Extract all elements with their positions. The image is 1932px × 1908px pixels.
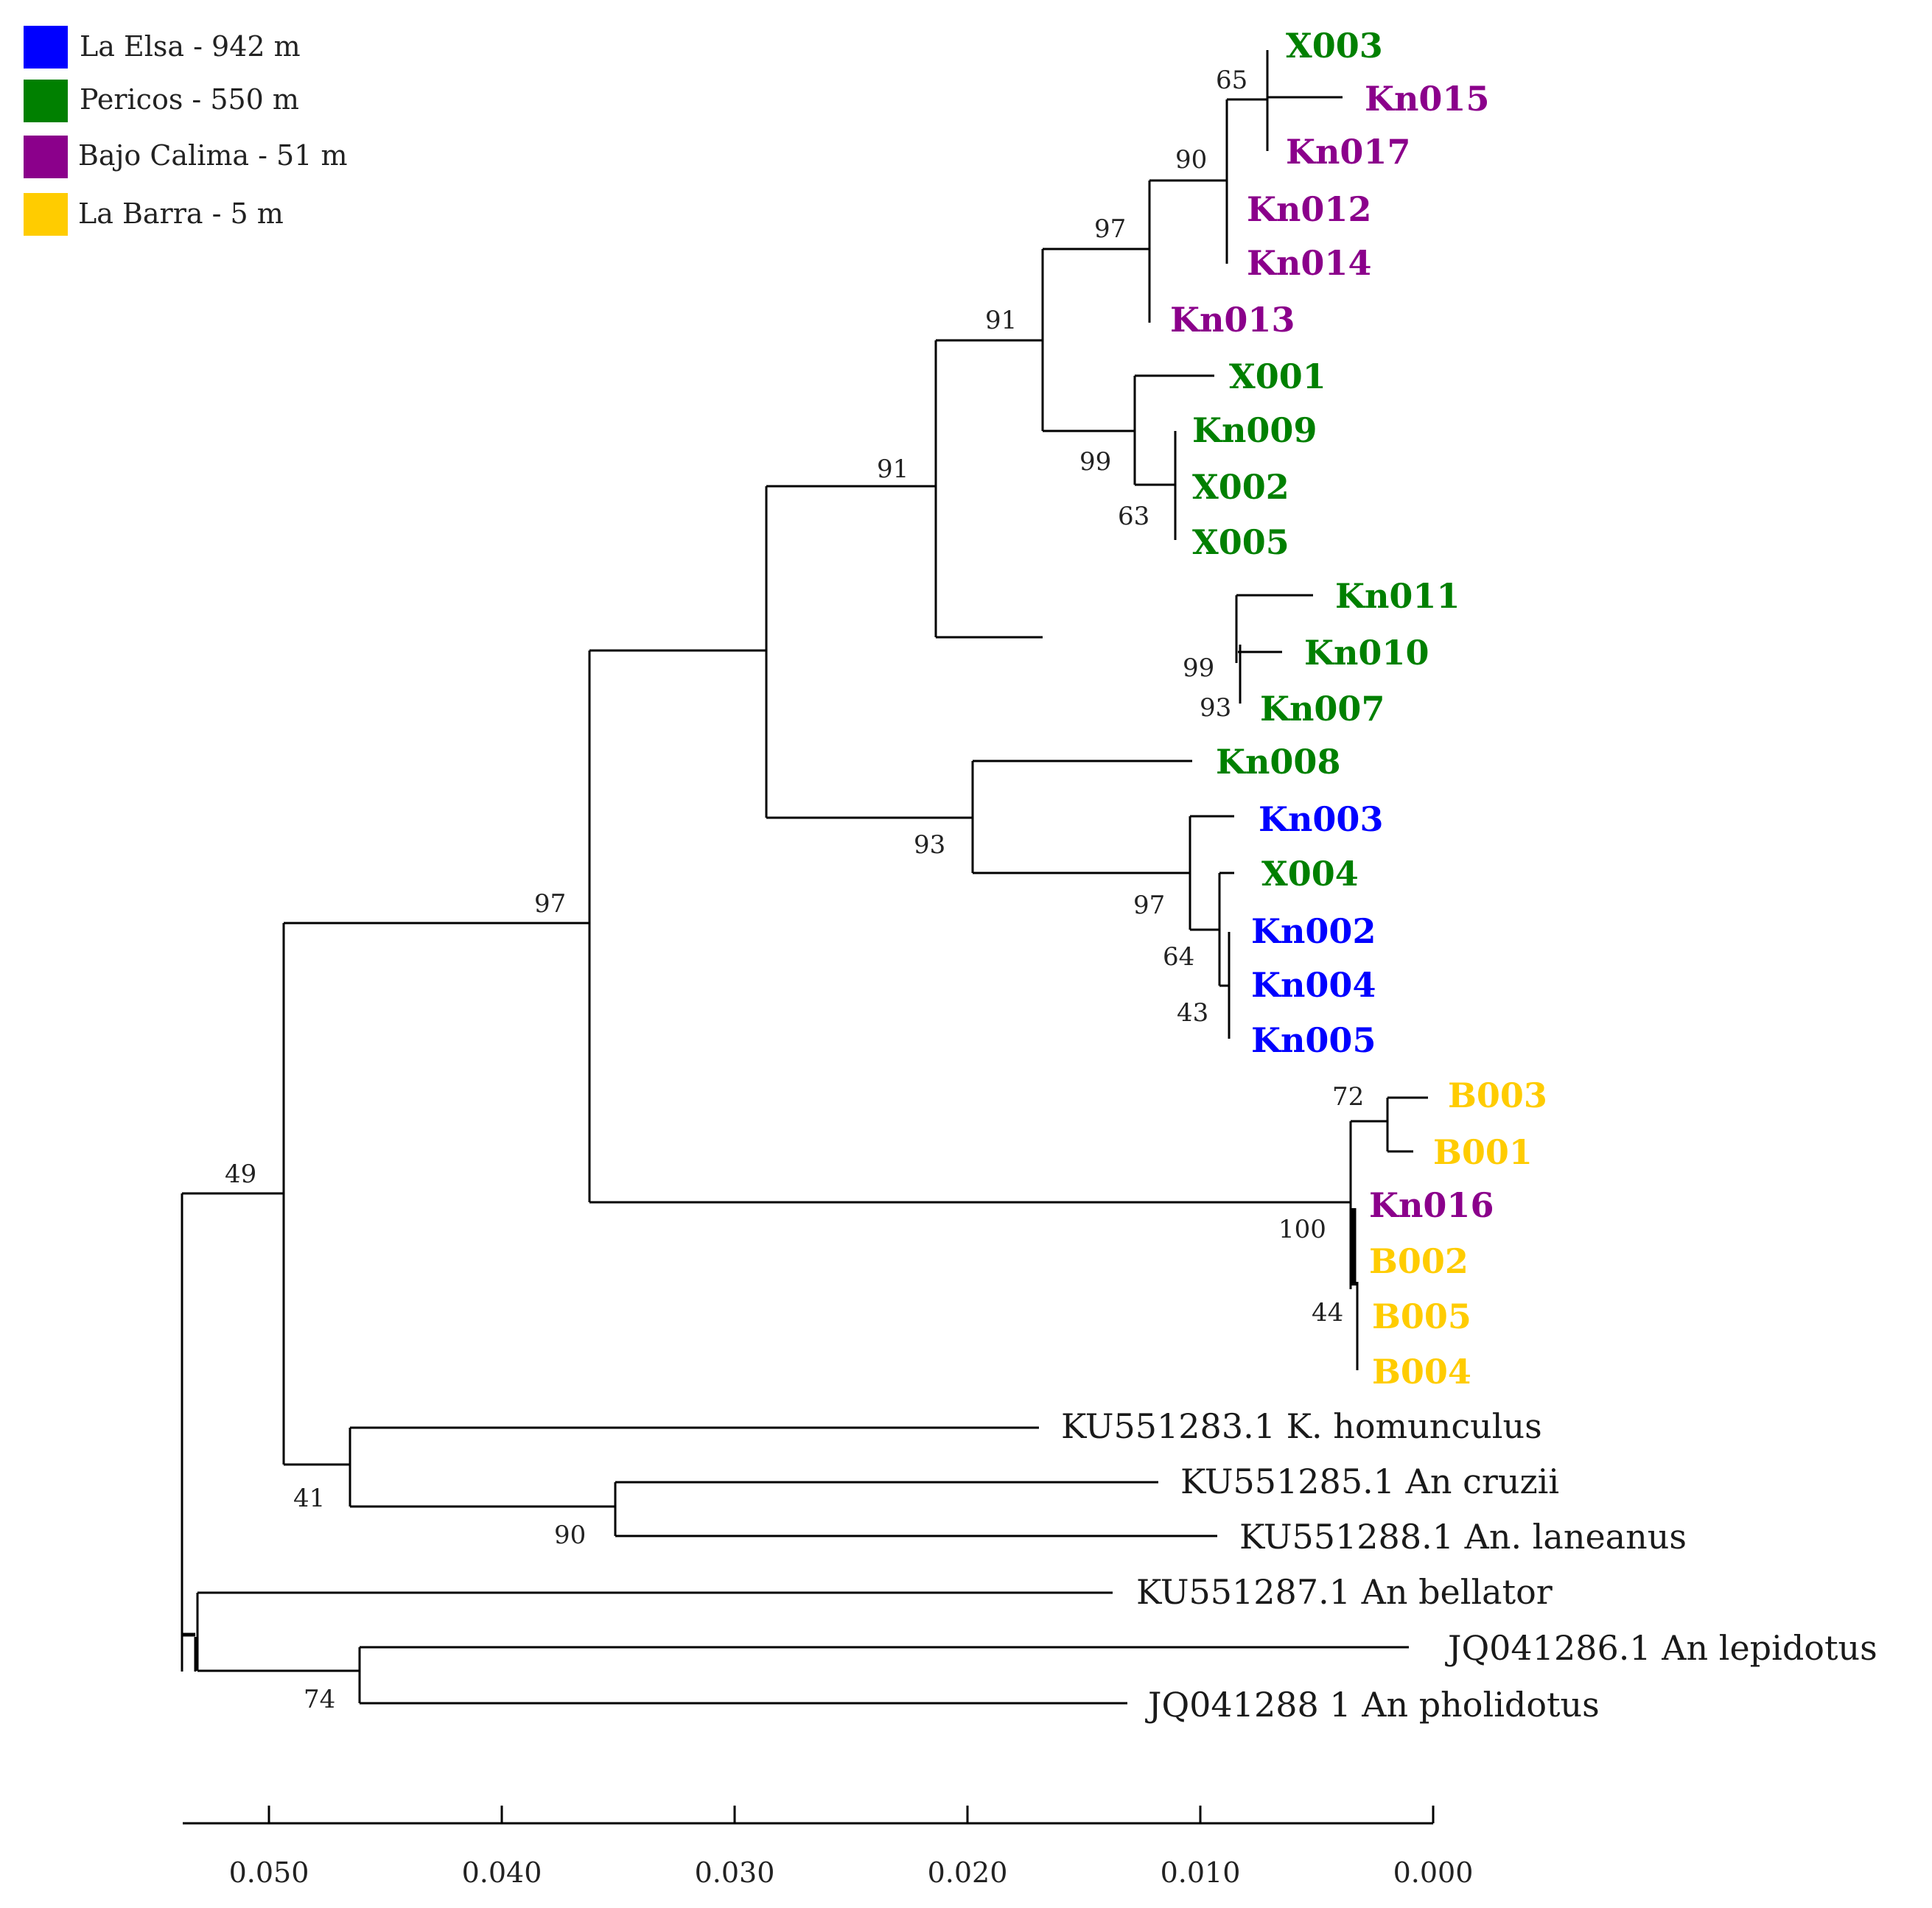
leaf-label: B005: [1372, 1297, 1471, 1336]
legend-swatch-la-barra: [24, 193, 68, 236]
tree-branches: [181, 50, 1428, 1705]
scale-tick-label: 0.040: [462, 1856, 542, 1889]
leaf-label: KU551287.1 An bellator: [1136, 1572, 1553, 1612]
leaf-label: X004: [1261, 854, 1359, 894]
leaf-label: X005: [1192, 522, 1289, 562]
bootstrap-value: 99: [1079, 447, 1111, 477]
bootstrap-value: 44: [1312, 1298, 1343, 1327]
leaf-label: B001: [1433, 1132, 1533, 1172]
leaf-label: KU551288.1 An. laneanus: [1239, 1517, 1687, 1557]
bootstrap-value: 41: [293, 1484, 325, 1513]
bootstrap-value: 64: [1163, 942, 1194, 972]
legend-swatch-pericos: [24, 80, 68, 122]
bootstrap-value: 91: [985, 306, 1017, 335]
leaf-label: B002: [1369, 1241, 1469, 1281]
leaf-label: X002: [1192, 467, 1289, 507]
legend-label-bajo-calima: Bajo Calima - 51 m: [78, 139, 348, 172]
bootstrap-value: 91: [877, 455, 909, 484]
leaf-label: Kn007: [1260, 689, 1385, 729]
legend: La Elsa - 942 m Pericos - 550 m Bajo Cal…: [24, 26, 348, 236]
leaf-label: B003: [1448, 1076, 1547, 1115]
leaf-label: Kn014: [1247, 243, 1371, 283]
leaf-label: Kn003: [1259, 799, 1383, 839]
bootstrap-value: 63: [1118, 502, 1149, 531]
legend-swatch-la-elsa: [24, 26, 68, 69]
legend-label-la-elsa: La Elsa - 942 m: [80, 30, 301, 63]
leaf-label: Kn005: [1251, 1020, 1376, 1060]
bootstrap-value: 72: [1332, 1082, 1364, 1112]
bootstrap-value: 43: [1177, 998, 1208, 1028]
bootstrap-value: 97: [1133, 891, 1165, 920]
scale-tick-label: 0.010: [1161, 1856, 1241, 1889]
leaf-label: B004: [1372, 1352, 1471, 1392]
legend-label-la-barra: La Barra - 5 m: [78, 197, 284, 230]
leaf-label: JQ041288 1 An pholidotus: [1145, 1685, 1600, 1725]
leaf-label: Kn008: [1216, 742, 1340, 782]
leaf-label: Kn002: [1251, 911, 1376, 951]
bootstrap-value: 97: [1094, 214, 1126, 244]
leaf-label: Kn009: [1192, 410, 1317, 450]
bootstrap-value: 49: [225, 1160, 256, 1189]
bootstrap-value: 74: [304, 1685, 335, 1714]
leaf-label: Kn017: [1286, 132, 1410, 172]
leaf-label: Kn012: [1247, 189, 1371, 229]
leaf-label: Kn004: [1251, 965, 1376, 1005]
leaf-label: Kn011: [1335, 576, 1460, 616]
bootstrap-value: 90: [1175, 145, 1207, 175]
leaf-label: Kn016: [1369, 1185, 1494, 1225]
bootstrap-value: 90: [554, 1521, 586, 1550]
leaf-label: Kn015: [1365, 79, 1489, 119]
bootstrap-value: 100: [1278, 1215, 1326, 1244]
bootstrap-value: 93: [914, 830, 945, 860]
legend-label-pericos: Pericos - 550 m: [80, 83, 299, 116]
leaf-label: Kn013: [1170, 300, 1295, 340]
bootstrap-value: 93: [1200, 693, 1231, 723]
leaf-label: JQ041286.1 An lepidotus: [1445, 1628, 1877, 1668]
leaf-label: KU551283.1 K. homunculus: [1061, 1406, 1542, 1446]
scale-tick-label: 0.030: [695, 1856, 775, 1889]
leaf-label: X001: [1229, 357, 1326, 396]
legend-swatch-bajo-calima: [24, 136, 68, 178]
bootstrap-values: 65 90 97 91 99 63 91 99 93 93 97 64 43 7…: [225, 66, 1364, 1714]
scale-tick-label: 0.050: [229, 1856, 309, 1889]
bootstrap-value: 99: [1183, 653, 1214, 683]
leaf-labels: X003 Kn015 Kn017 Kn012 Kn014 Kn013 X001 …: [1061, 26, 1877, 1725]
bootstrap-value: 97: [534, 889, 566, 919]
leaf-label: X003: [1286, 26, 1383, 66]
bootstrap-value: 65: [1216, 66, 1247, 95]
scale-tick-label: 0.000: [1393, 1856, 1474, 1889]
leaf-label: Kn010: [1304, 633, 1429, 673]
distance-scale-axis: 0.050 0.040 0.030 0.020 0.010 0.000: [183, 1806, 1473, 1889]
scale-tick-label: 0.020: [928, 1856, 1008, 1889]
leaf-label: KU551285.1 An cruzii: [1180, 1462, 1559, 1501]
